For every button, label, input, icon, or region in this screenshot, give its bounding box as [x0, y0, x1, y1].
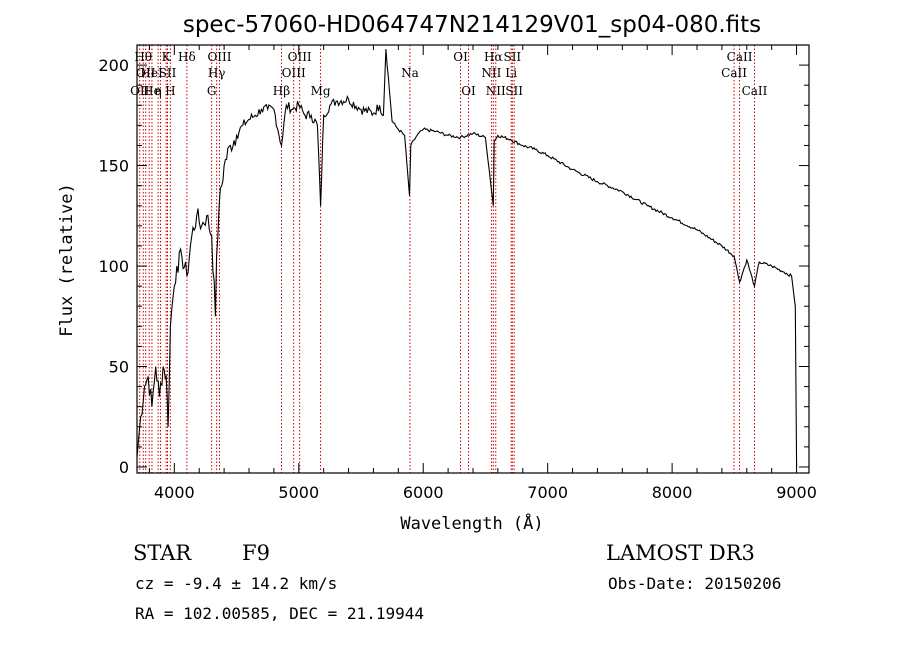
- line-marker-label: He: [140, 66, 158, 80]
- line-marker-label: Hγ: [208, 66, 226, 80]
- y-tick-label: 0: [119, 458, 129, 477]
- redshift-velocity: cz = -9.4 ± 14.2 km/s: [135, 574, 337, 593]
- line-marker-label: NII: [486, 84, 506, 98]
- x-tick-label: 7000: [527, 483, 568, 502]
- line-marker-label: Mg: [311, 84, 331, 98]
- line-marker-label: Li: [505, 66, 517, 80]
- x-tick-label: 8000: [652, 483, 693, 502]
- line-marker-label: OI: [453, 50, 468, 64]
- object-type: STAR: [133, 541, 192, 565]
- x-tick-label: 9000: [776, 483, 817, 502]
- survey-name: LAMOST DR3: [606, 541, 755, 565]
- line-marker-label: η: [155, 84, 162, 98]
- y-tick-label: 150: [98, 157, 129, 176]
- observation-date: Obs-Date: 20150206: [608, 574, 781, 593]
- spectrum-line: [136, 48, 798, 468]
- line-marker-label: NII: [481, 66, 501, 80]
- y-axis-label: Flux (relative): [57, 183, 77, 337]
- line-marker-label: He: [143, 84, 161, 98]
- emission-line-labels: OIIHθOIIHeHeηIKSIIHHδGHγOIIIHβOIIIOIIIMg…: [130, 50, 768, 98]
- line-marker-label: K: [162, 50, 172, 64]
- line-marker-label: CaII: [727, 50, 753, 64]
- line-marker-label: SII: [159, 66, 177, 80]
- line-marker-label: Hα: [484, 50, 503, 64]
- line-marker-label: SII: [505, 84, 523, 98]
- line-marker-label: Hθ: [134, 50, 152, 64]
- line-marker-label: OIII: [282, 66, 306, 80]
- line-marker-label: OIII: [288, 50, 312, 64]
- y-tick-label: 50: [109, 358, 129, 377]
- line-marker-label: OII: [136, 66, 156, 80]
- line-marker-label: OIII: [207, 50, 231, 64]
- line-marker-label: SII: [503, 50, 521, 64]
- coordinates: RA = 102.00585, DEC = 21.19944: [135, 604, 424, 623]
- y-axis-ticks: 0 50 100 150 200: [98, 56, 809, 477]
- x-tick-label: 5000: [278, 483, 319, 502]
- y-tick-label: 100: [98, 257, 129, 276]
- line-marker-label: Na: [401, 66, 419, 80]
- plot-frame: [136, 44, 810, 474]
- line-marker-label: G: [207, 84, 217, 98]
- x-tick-label: 6000: [403, 483, 444, 502]
- line-marker-label: H: [165, 84, 175, 98]
- y-tick-label: 200: [98, 56, 129, 75]
- spectral-subclass: F9: [242, 541, 270, 565]
- emission-line-markers: [139, 45, 755, 473]
- line-marker-label: Hδ: [178, 50, 196, 64]
- x-axis-ticks: 4000 5000 6000 7000 8000 9000: [148, 45, 817, 502]
- chart-title: spec-57060-HD064747N214129V01_sp04-080.f…: [183, 12, 761, 38]
- x-axis-label: Wavelength (Å): [400, 512, 543, 534]
- x-tick-label: 4000: [154, 483, 195, 502]
- line-marker-label: I: [158, 66, 163, 80]
- line-marker-label: OII: [130, 84, 150, 98]
- line-marker-label: CaII: [742, 84, 768, 98]
- line-marker-label: CaII: [721, 66, 747, 80]
- line-marker-label: OI: [461, 84, 476, 98]
- line-marker-label: Hβ: [273, 84, 290, 98]
